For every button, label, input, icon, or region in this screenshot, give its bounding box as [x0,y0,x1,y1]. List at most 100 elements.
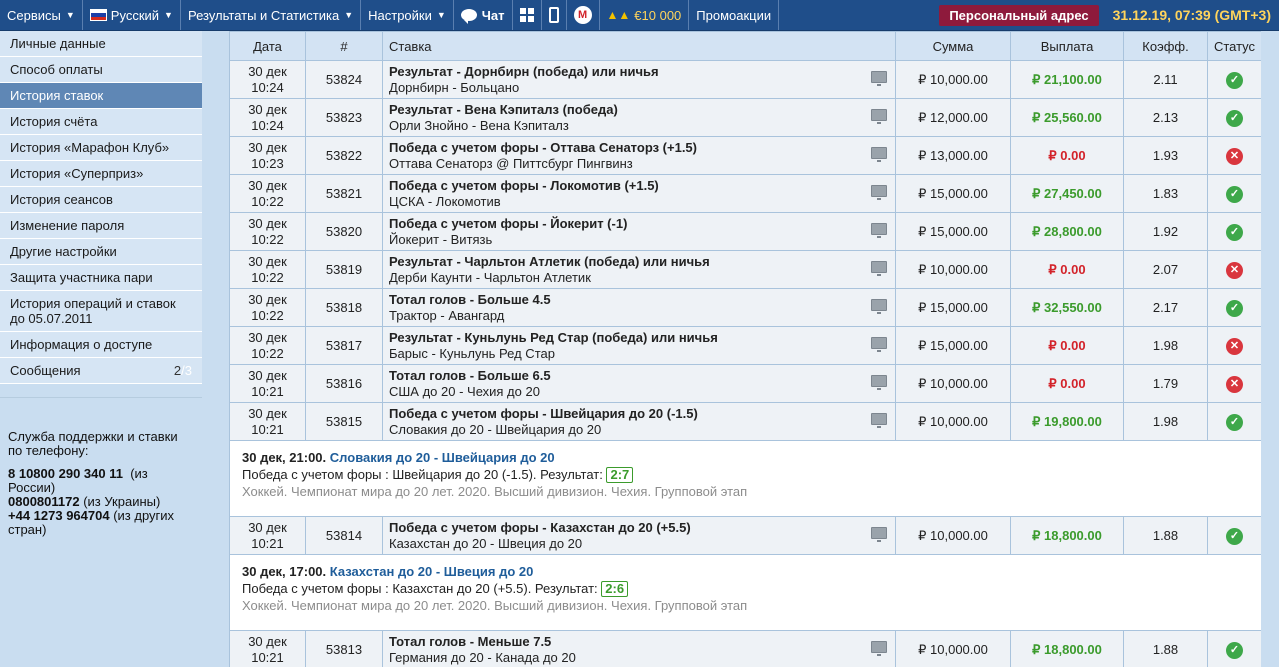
support-phone-ukraine: 0800801172 (из Украины) [8,494,161,509]
bet-coef: 1.98 [1123,326,1208,365]
match-link[interactable]: Словакия до 20 - Швейцария до 20 [329,450,555,465]
mobile-app-button[interactable] [542,0,567,30]
sidebar-item-access-info[interactable]: Информация о доступе [0,332,202,358]
sidebar-item-personal-data[interactable]: Личные данные [0,31,202,57]
bet-number[interactable]: 53823 [305,98,383,137]
chevron-down-icon: ▼ [436,10,446,20]
bet-status: ✕ [1207,326,1261,365]
column-header-bet[interactable]: Ставка [382,31,896,61]
bet-status: ✓ [1207,174,1261,213]
bet-number[interactable]: 53819 [305,250,383,289]
bet-number[interactable]: 53817 [305,326,383,365]
support-info: Служба поддержки и ставки по телефону: 8… [0,398,202,537]
bet-coef: 1.88 [1123,516,1208,555]
bet-date: 30 дек 10:21 [229,364,306,403]
column-header-number[interactable]: # [305,31,383,61]
table-row[interactable]: 30 дек 10:21 53815 Победа с учетом форы - Ш… [229,402,1261,441]
language-menu[interactable]: Русский ▼ [83,0,181,30]
detail-header: 30 дек, 17:00. Казахстан до 20 - Швеция … [242,564,534,579]
bet-date: 30 дек 10:21 [229,402,306,441]
tv-broadcast-icon[interactable] [871,71,887,86]
bet-description[interactable]: Результат - Вена Кэпиталз (победа) Орли З… [382,98,896,137]
bet-number[interactable]: 53814 [305,516,383,555]
table-row[interactable]: 30 дек 10:21 53816 Тотал голов - Больше 6.5… [229,364,1261,403]
bet-number[interactable]: 53820 [305,212,383,251]
bet-number[interactable]: 53818 [305,288,383,327]
sidebar-item-bet-history[interactable]: История ставок [0,83,202,109]
marathon-logo-button[interactable]: M [567,0,600,30]
tv-broadcast-icon[interactable] [871,641,887,656]
bet-number[interactable]: 53822 [305,136,383,175]
sidebar-item-change-password[interactable]: Изменение пароля [0,213,202,239]
account-menu: Личные данные Способ оплаты История став… [0,31,202,384]
services-menu[interactable]: Сервисы ▼ [0,0,83,30]
bet-number[interactable]: 53813 [305,630,383,667]
tv-broadcast-icon[interactable] [871,299,887,314]
cross-circle-icon: ✕ [1226,261,1243,279]
bet-description[interactable]: Тотал голов - Больше 6.5 США до 20 - Чехи… [382,364,896,403]
tv-broadcast-icon[interactable] [871,185,887,200]
promo-link[interactable]: Промоакции [689,0,780,30]
tv-broadcast-icon[interactable] [871,109,887,124]
settings-menu[interactable]: Настройки ▼ [361,0,454,30]
table-row[interactable]: 30 дек 10:24 53824 Результат - Дорнбирн (по… [229,60,1261,99]
table-row[interactable]: 30 дек 10:23 53822 Победа с учетом форы - О… [229,136,1261,175]
sidebar-item-bettor-protection[interactable]: Защита участника пари [0,265,202,291]
column-header-status[interactable]: Статус [1207,31,1261,61]
bonus-button[interactable]: ▲▲ €10 000 [600,0,690,30]
table-row[interactable]: 30 дек 10:21 53814 Победа с учетом форы - К… [229,516,1261,555]
tv-broadcast-icon[interactable] [871,147,887,162]
bet-sum: ₽ 13,000.00 [895,136,1011,175]
sidebar-item-marathon-club-history[interactable]: История «Марафон Клуб» [0,135,202,161]
tv-broadcast-icon[interactable] [871,337,887,352]
bet-number[interactable]: 53821 [305,174,383,213]
sidebar-item-account-history[interactable]: История счёта [0,109,202,135]
bet-description[interactable]: Победа с учетом форы - Локомотив (+1.5) Ц… [382,174,896,213]
bet-description[interactable]: Победа с учетом форы - Йокерит (-1) Йокер… [382,212,896,251]
chat-button[interactable]: Чат [454,0,513,30]
bet-description[interactable]: Победа с учетом форы - Оттава Сенаторз (… [382,136,896,175]
bet-description[interactable]: Победа с учетом форы - Казахстан до 20 (… [382,516,896,555]
table-row[interactable]: 30 дек 10:22 53817 Результат - Куньлунь Ред… [229,326,1261,365]
tv-broadcast-icon[interactable] [871,223,887,238]
bet-description[interactable]: Тотал голов - Больше 4.5 Трактор - Аванга… [382,288,896,327]
bet-number[interactable]: 53816 [305,364,383,403]
mobile-phone-icon [548,7,559,23]
sidebar-item-legacy-history[interactable]: История операций и ставок до 05.07.2011 [0,291,202,332]
sidebar-item-payment-method[interactable]: Способ оплаты [0,57,202,83]
windows-app-button[interactable] [513,0,542,30]
bet-description[interactable]: Результат - Чарльтон Атлетик (победа) ил… [382,250,896,289]
match-link[interactable]: Казахстан до 20 - Швеция до 20 [329,564,534,579]
table-row[interactable]: 30 дек 10:22 53818 Тотал голов - Больше 4.5… [229,288,1261,327]
bet-number[interactable]: 53824 [305,60,383,99]
column-header-payout[interactable]: Выплата [1010,31,1124,61]
bet-date: 30 дек 10:22 [229,250,306,289]
tv-broadcast-icon[interactable] [871,527,887,542]
sidebar-item-session-history[interactable]: История сеансов [0,187,202,213]
sidebar-item-superprize-history[interactable]: История «Суперприз» [0,161,202,187]
table-row[interactable]: 30 дек 10:22 53821 Победа с учетом форы - Л… [229,174,1261,213]
bet-title: Победа с учетом форы - Йокерит (-1) [389,215,628,231]
results-menu[interactable]: Результаты и Статистика ▼ [181,0,362,30]
bet-description[interactable]: Результат - Куньлунь Ред Стар (победа) и… [382,326,896,365]
table-row[interactable]: 30 дек 10:22 53820 Победа с учетом форы - Й… [229,212,1261,251]
personal-address-button[interactable]: Персональный адрес [939,5,1099,26]
column-header-date[interactable]: Дата [229,31,306,61]
sidebar-item-messages[interactable]: Сообщения 2/3 [0,358,202,384]
table-row[interactable]: 30 дек 10:22 53819 Результат - Чарльтон Атл… [229,250,1261,289]
bet-description[interactable]: Результат - Дорнбирн (победа) или ничья Д… [382,60,896,99]
column-header-sum[interactable]: Сумма [895,31,1011,61]
column-header-coef[interactable]: Коэфф. [1123,31,1208,61]
bet-number[interactable]: 53815 [305,402,383,441]
russian-flag-icon [89,9,107,21]
tv-broadcast-icon[interactable] [871,261,887,276]
tv-broadcast-icon[interactable] [871,413,887,428]
tv-broadcast-icon[interactable] [871,375,887,390]
bet-description[interactable]: Победа с учетом форы - Швейцария до 20 (… [382,402,896,441]
sidebar-item-other-settings[interactable]: Другие настройки [0,239,202,265]
table-row[interactable]: 30 дек 10:21 53813 Тотал голов - Меньше 7.5… [229,630,1261,667]
bet-status: ✕ [1207,136,1261,175]
bet-title: Тотал голов - Больше 4.5 [389,291,551,307]
bet-description[interactable]: Тотал голов - Меньше 7.5 Германия до 20 -… [382,630,896,667]
table-row[interactable]: 30 дек 10:24 53823 Результат - Вена Кэпитал… [229,98,1261,137]
